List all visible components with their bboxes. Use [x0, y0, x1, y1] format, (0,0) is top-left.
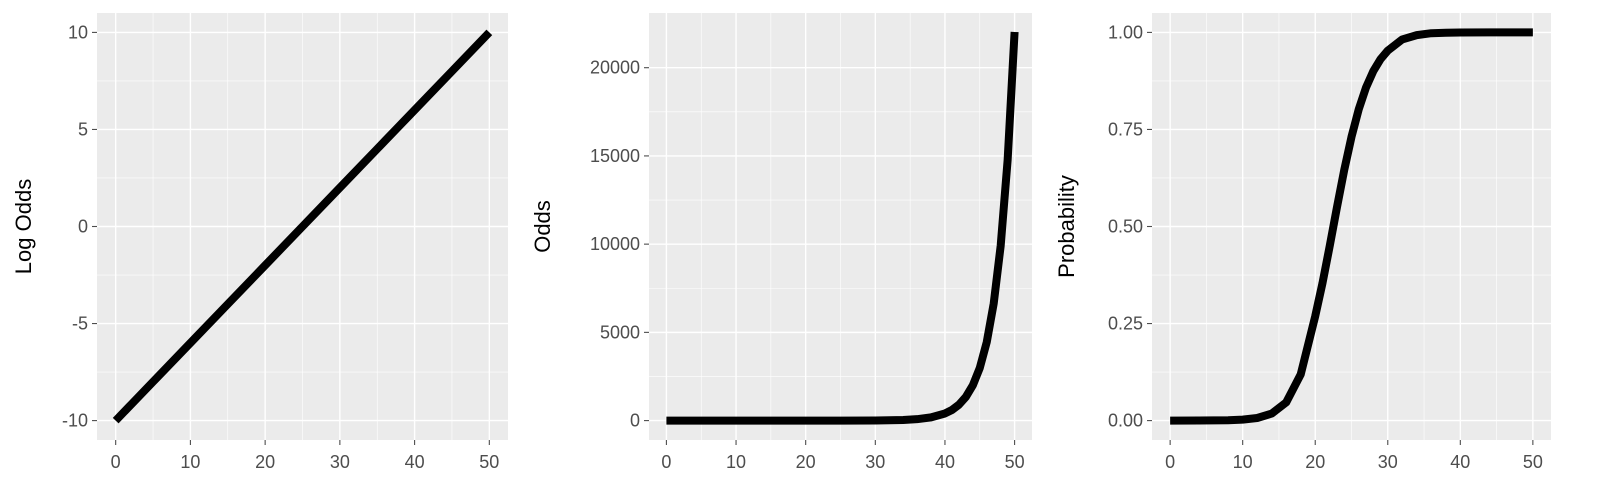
x-tick-label: 10	[726, 452, 746, 472]
x-tick-label: 50	[1005, 452, 1025, 472]
x-tick-label: 0	[1165, 452, 1175, 472]
x-tick-label: 20	[1305, 452, 1325, 472]
y-tick-label: 1.00	[1108, 22, 1143, 42]
series-line-probability	[1170, 28, 1533, 425]
x-tick-label: 20	[796, 452, 816, 472]
x-tick-label: 10	[1233, 452, 1253, 472]
y-tick-label: 5000	[600, 322, 640, 342]
y-tick-label: 0.75	[1108, 119, 1143, 139]
x-tick-label: 30	[865, 452, 885, 472]
x-tick-label: 50	[1523, 452, 1543, 472]
y-axis-title: Probability	[1054, 175, 1079, 278]
y-tick-label: 0	[78, 217, 88, 237]
series-line-log-odds	[112, 29, 493, 424]
y-tick-label: -5	[72, 314, 88, 334]
series-line-odds	[666, 31, 1019, 425]
x-tick-label: 10	[180, 452, 200, 472]
y-tick-label: 0.50	[1108, 217, 1143, 237]
y-tick-label: 10000	[590, 234, 640, 254]
y-tick-label: 0.00	[1108, 411, 1143, 431]
chart-panel-log-odds: 0 10 20 30 40 50 -10 -5 0 5 10 Log Odds	[11, 13, 508, 472]
y-tick-label: 10	[68, 22, 88, 42]
chart-panel-odds: 0 10 20 30 40 50 0 5000 10000 15000 20000 Odds	[530, 13, 1032, 472]
x-tick-label: 40	[405, 452, 425, 472]
y-tick-label: 20000	[590, 58, 640, 78]
y-tick-label: 5	[78, 119, 88, 139]
y-axis-title: Odds	[530, 200, 555, 253]
y-tick-label: 0	[630, 411, 640, 431]
chart-panel-probability: 0 10 20 30 40 50 0.00 0.25 0.50 0.75 1.00 Probabili…	[1054, 13, 1551, 472]
x-tick-label: 20	[255, 452, 275, 472]
x-tick-label: 0	[111, 452, 121, 472]
x-tick-label: 30	[1378, 452, 1398, 472]
y-tick-label: 15000	[590, 146, 640, 166]
x-tick-label: 40	[935, 452, 955, 472]
y-axis-title: Log Odds	[11, 179, 36, 274]
x-tick-label: 40	[1450, 452, 1470, 472]
x-tick-label: 30	[330, 452, 350, 472]
x-tick-label: 0	[661, 452, 671, 472]
y-tick-label: 0.25	[1108, 314, 1143, 334]
x-tick-label: 50	[479, 452, 499, 472]
y-tick-label: -10	[62, 411, 88, 431]
